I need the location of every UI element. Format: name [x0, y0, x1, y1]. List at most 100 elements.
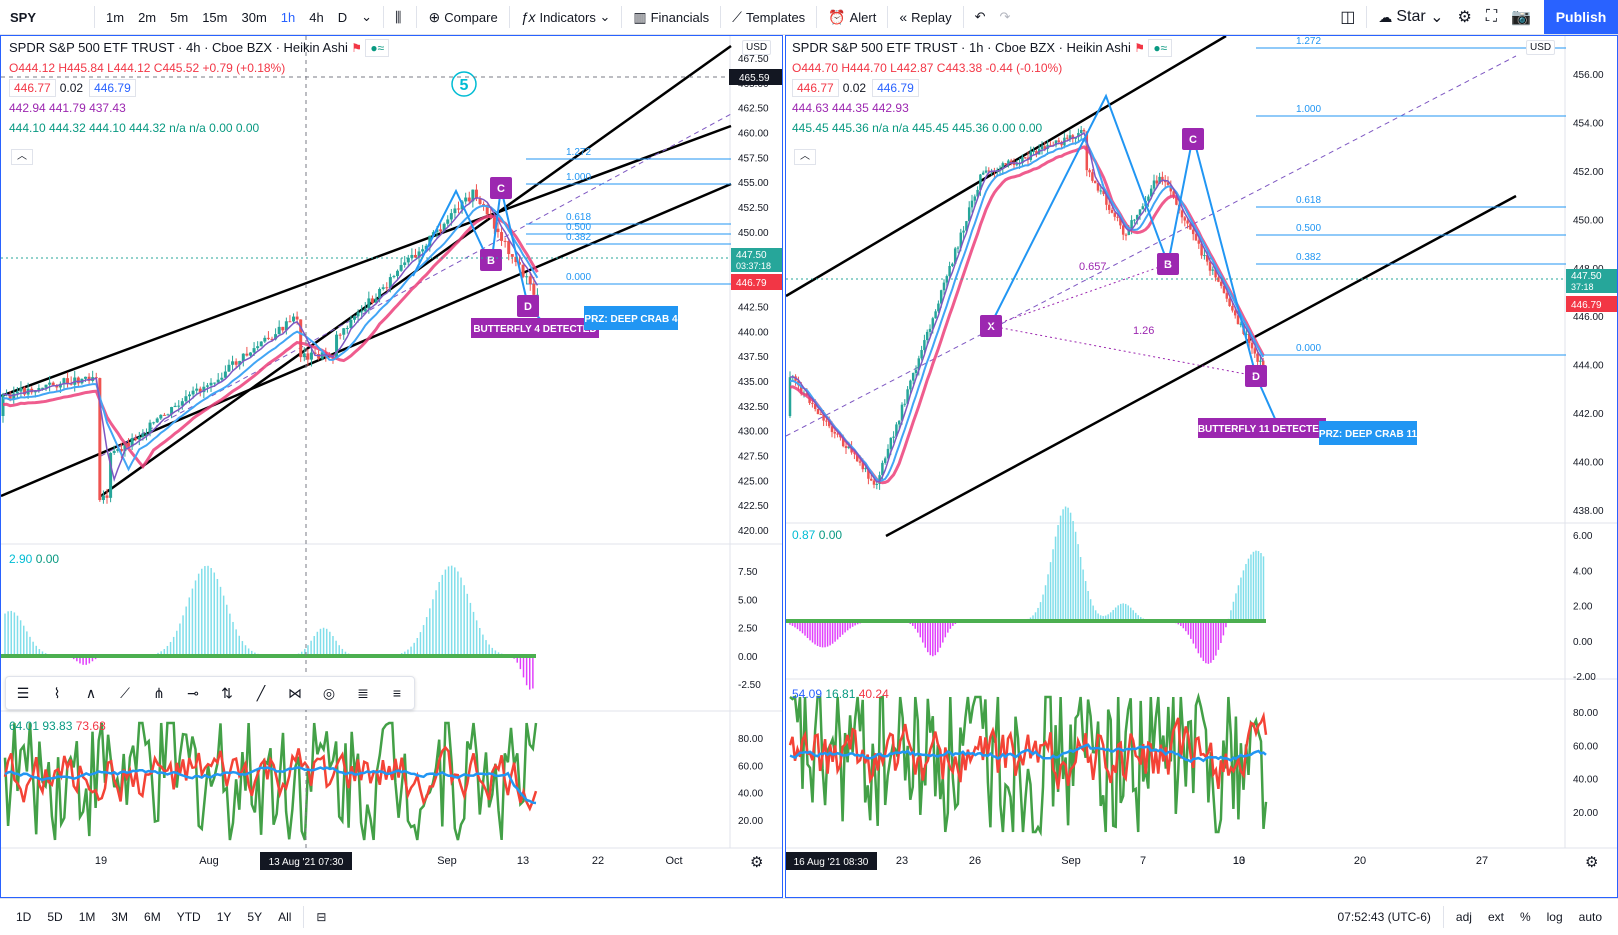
left-bid[interactable]: 446.77 — [9, 79, 56, 97]
candle-body — [967, 207, 971, 222]
alert-button[interactable]: ⏰ Alert — [821, 0, 883, 34]
left-currency-select[interactable]: USD — [742, 40, 772, 55]
xabcd-pattern-icon[interactable]: ⋈ — [288, 684, 302, 701]
legend-collapse-button[interactable]: ︿ — [794, 149, 816, 165]
time-tick: 20 — [1354, 855, 1366, 867]
interval-4h[interactable]: 4h — [309, 9, 324, 25]
divider — [1442, 906, 1444, 928]
spiral-icon[interactable]: ◎ — [322, 684, 336, 701]
ray-icon[interactable]: ╱ — [256, 684, 266, 701]
publish-button[interactable]: Publish — [1544, 0, 1618, 34]
left-ask[interactable]: 446.79 — [89, 79, 136, 97]
time-tick: Sep — [1061, 855, 1081, 867]
candle-body — [274, 334, 278, 340]
trend-line-icon[interactable]: ⟋ — [120, 684, 130, 701]
redo-button[interactable]: ↷ — [993, 0, 1018, 34]
fib-level-label: 0.500 — [566, 222, 591, 233]
star-button[interactable]: ☁ Star ⌄ — [1378, 8, 1444, 26]
scale-option-4[interactable]: auto — [1578, 910, 1602, 924]
interval-2m[interactable]: 2m — [138, 9, 157, 25]
pitchfork-icon[interactable]: ⋔ — [153, 684, 165, 701]
left-ind2-legend: 64.01 93.83 73.68 — [9, 719, 106, 733]
ind1-tick: 0.00 — [738, 652, 758, 663]
compare-button[interactable]: ⊕ Compare — [421, 0, 504, 34]
candle-body — [517, 262, 521, 265]
star-label: Star — [1396, 8, 1426, 25]
candle-body — [130, 438, 134, 447]
layout-button[interactable]: ◫ — [1333, 0, 1362, 34]
interval-5m[interactable]: 5m — [170, 9, 189, 25]
range-ytd[interactable]: YTD — [176, 910, 201, 924]
candle-body — [1259, 360, 1262, 362]
candle-body — [12, 393, 16, 399]
right-currency-select[interactable]: USD — [1526, 40, 1556, 55]
range-5d[interactable]: 5D — [47, 910, 63, 924]
candle-body — [399, 264, 403, 271]
range-6m[interactable]: 6M — [144, 910, 161, 924]
fullscreen-button[interactable]: ⛶ — [1479, 0, 1504, 34]
elliott-wave-icon[interactable]: ⌇ — [53, 684, 61, 701]
goto-date-button[interactable]: ⊟ — [308, 910, 334, 924]
candle-body — [1029, 151, 1033, 160]
candle-body — [833, 432, 837, 434]
scale-option-0[interactable]: adj — [1455, 910, 1472, 924]
settings-button[interactable]: ⚙ — [1451, 0, 1479, 34]
interval-1m[interactable]: 1m — [106, 9, 125, 25]
candle-body — [424, 245, 428, 250]
lines-tool-icon[interactable]: ☰ — [16, 684, 30, 701]
right-chart-pane[interactable]: 456.00454.00452.00450.00448.00446.00444.… — [785, 35, 1618, 898]
oscillator-green-line — [789, 692, 1268, 837]
right-ind1-legend: 0.87 0.00 — [792, 528, 842, 542]
left-ind2-val2: 93.83 — [42, 719, 73, 733]
candle-body — [205, 385, 209, 387]
visibility-toggle[interactable]: ●≈ — [1148, 39, 1173, 57]
replay-button[interactable]: «Replay — [892, 0, 958, 34]
visibility-toggle[interactable]: ●≈ — [365, 39, 390, 57]
left-chart-pane[interactable]: 467.50465.00462.50460.00457.50455.00452.… — [0, 35, 783, 898]
interval-15m[interactable]: 15m — [202, 9, 228, 25]
price-tick: 457.50 — [738, 153, 769, 164]
undo-button[interactable]: ↶ — [968, 0, 993, 34]
horizontal-ray-icon[interactable]: ⊸ — [187, 684, 199, 701]
candle-body — [1107, 204, 1111, 210]
range-1d[interactable]: 1D — [16, 910, 32, 924]
interval-dropdown-icon[interactable]: ⌄ — [361, 9, 373, 24]
price-range-icon[interactable]: ⇅ — [221, 684, 233, 701]
right-chart-canvas[interactable]: 456.00454.00452.00450.00448.00446.00444.… — [786, 36, 1618, 898]
scale-option-1[interactable]: ext — [1487, 910, 1504, 924]
financials-button[interactable]: ▥ Financials — [626, 0, 716, 34]
scale-option-3[interactable]: log — [1546, 910, 1563, 924]
range-1m[interactable]: 1M — [78, 910, 96, 924]
interval-D[interactable]: D — [337, 9, 348, 25]
range-1y[interactable]: 1Y — [216, 910, 232, 924]
clock[interactable]: 07:52:43 (UTC-6) — [1337, 910, 1431, 924]
range-3m[interactable]: 3M — [111, 910, 129, 924]
candle-body — [1211, 269, 1215, 271]
left-chart-canvas[interactable]: 467.50465.00462.50460.00457.50455.00452.… — [1, 36, 783, 898]
indicators-button[interactable]: ƒx Indicators ⌄ — [520, 9, 611, 25]
gear-icon: ⚙ — [750, 854, 763, 871]
templates-button[interactable]: ⟋ Templates — [725, 0, 812, 34]
candle-body — [956, 247, 960, 249]
candle-body — [521, 264, 525, 278]
symbol-search[interactable]: SPY — [10, 9, 37, 25]
interval-1h[interactable]: 1h — [280, 9, 296, 25]
wave-5-label: 5 — [460, 77, 469, 94]
abc-pattern-icon[interactable]: ∧ — [85, 684, 97, 701]
candle-body — [864, 468, 867, 470]
candle-body — [532, 283, 536, 295]
harmonic-pattern-path — [989, 93, 1277, 422]
interval-30m[interactable]: 30m — [241, 9, 267, 25]
chart-type-button[interactable]: ⫼ — [388, 0, 412, 34]
range-all[interactable]: All — [278, 910, 292, 924]
candle-body — [1021, 157, 1024, 164]
legend-collapse-button[interactable]: ︿ — [11, 149, 33, 165]
fib-extension-icon[interactable]: ≡ — [392, 685, 402, 701]
fib-retracement-icon[interactable]: ≣ — [357, 684, 369, 701]
snapshot-button[interactable]: 📷 — [1504, 0, 1538, 34]
right-bid[interactable]: 446.77 — [792, 79, 839, 97]
scale-option-2[interactable]: % — [1519, 910, 1531, 924]
right-ask[interactable]: 446.79 — [872, 79, 919, 97]
ma-fast-line — [2, 197, 539, 483]
range-5y[interactable]: 5Y — [247, 910, 263, 924]
